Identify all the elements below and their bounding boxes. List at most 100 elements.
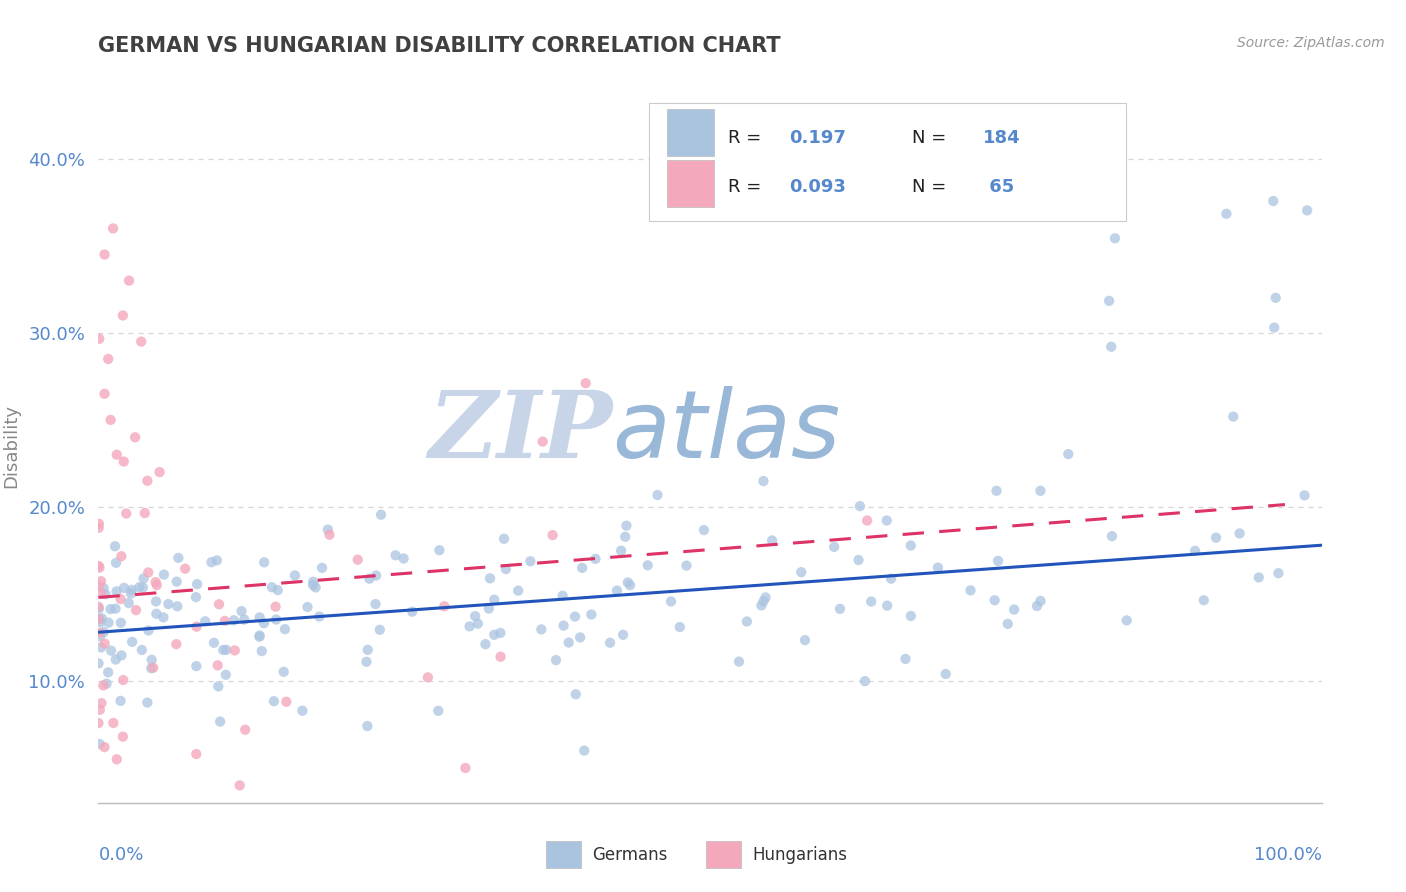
Point (89, 703, 111, 717)
Point (1029, 594, 1052, 608)
Point (647, 488, 669, 502)
Point (152, 610, 174, 624)
Point (359, 572, 381, 586)
Point (132, 581, 155, 595)
Point (129, 334, 152, 349)
Point (564, 687, 586, 701)
Point (165, 637, 187, 651)
Text: 100.0%: 100.0% (1254, 846, 1322, 863)
Point (89, 612, 111, 626)
Point (145, 594, 167, 608)
Point (89, 625, 111, 640)
Point (112, 673, 135, 687)
Point (479, 571, 502, 585)
Point (519, 554, 541, 568)
Point (273, 665, 295, 679)
Point (124, 430, 146, 444)
Point (94, 587, 117, 601)
Point (208, 597, 231, 611)
Point (790, 565, 813, 579)
Point (531, 434, 554, 449)
Point (93, 637, 115, 651)
Text: Germans: Germans (592, 847, 668, 864)
Point (368, 623, 391, 637)
Point (316, 523, 339, 537)
Point (997, 616, 1019, 631)
Point (166, 574, 188, 589)
Point (983, 593, 1005, 607)
Point (1057, 447, 1080, 461)
Point (222, 613, 245, 627)
Point (214, 614, 236, 628)
Point (132, 571, 155, 585)
Point (297, 600, 319, 615)
Point (484, 592, 506, 607)
Point (935, 667, 957, 681)
Point (599, 636, 621, 650)
Point (100, 413, 122, 427)
Point (110, 549, 132, 564)
Point (264, 613, 287, 627)
Text: 65: 65 (983, 178, 1014, 195)
Point (574, 743, 596, 757)
Text: 0.093: 0.093 (790, 178, 846, 195)
Point (209, 714, 232, 729)
Point (87, 657, 110, 671)
Text: 0.0%: 0.0% (98, 846, 143, 863)
Point (142, 661, 165, 675)
Point (675, 558, 697, 573)
Point (134, 506, 156, 520)
Point (89, 332, 111, 346)
Point (735, 615, 758, 629)
Point (551, 589, 574, 603)
Point (120, 586, 142, 600)
Point (569, 631, 592, 645)
Point (849, 499, 872, 513)
Point (233, 613, 256, 627)
Point (581, 607, 603, 622)
Point (302, 574, 325, 589)
Point (617, 575, 640, 590)
Point (136, 566, 159, 580)
Point (231, 604, 253, 618)
Point (97, 615, 120, 630)
Point (224, 643, 246, 657)
Point (357, 643, 380, 657)
Point (96, 676, 118, 690)
Point (100, 643, 122, 657)
Point (752, 594, 775, 608)
Text: 0.197: 0.197 (790, 129, 846, 147)
Point (253, 616, 276, 631)
Point (153, 567, 176, 582)
Point (571, 561, 593, 575)
Point (392, 551, 415, 566)
Point (121, 635, 143, 649)
Point (249, 610, 271, 624)
Point (125, 603, 148, 617)
Point (87, 516, 110, 531)
Point (104, 601, 127, 615)
Point (384, 549, 406, 563)
Point (1104, 231, 1126, 245)
Point (495, 562, 517, 576)
Text: atlas: atlas (612, 386, 841, 477)
Point (876, 514, 898, 528)
Point (90, 640, 112, 655)
Point (880, 572, 903, 586)
Point (575, 376, 598, 391)
Point (138, 624, 160, 638)
Point (146, 578, 169, 592)
Point (848, 553, 870, 567)
Text: N =: N = (912, 178, 946, 195)
Y-axis label: Disability: Disability (1, 404, 20, 488)
Point (90, 696, 112, 710)
Point (93, 386, 115, 401)
Point (693, 523, 716, 537)
Point (111, 309, 134, 323)
Point (427, 704, 450, 718)
Point (87, 599, 110, 614)
Point (249, 630, 271, 644)
Point (207, 680, 229, 694)
Point (856, 514, 879, 528)
Point (263, 694, 285, 708)
